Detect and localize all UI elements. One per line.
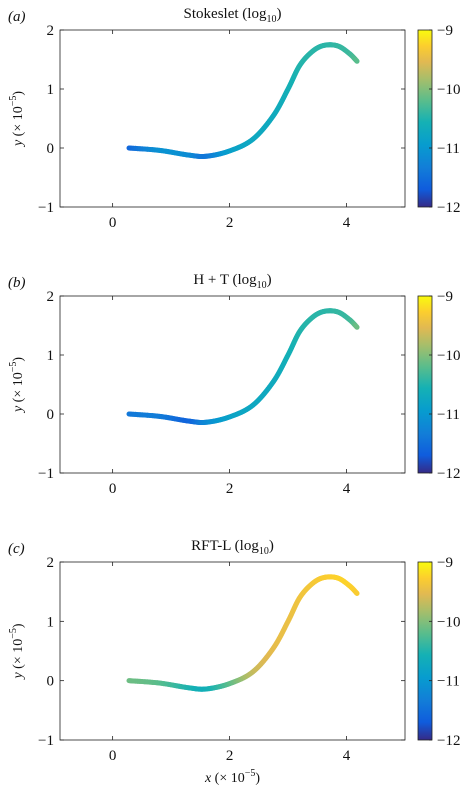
y-tick-label: −1 <box>38 200 54 216</box>
colorbar: −12 −11 −10 −9 <box>417 23 460 216</box>
y-tick-label: −1 <box>38 466 54 482</box>
y-axis-label-sup: −5 <box>8 362 19 373</box>
y-tick-label: 2 <box>47 289 55 305</box>
x-tick-label: 2 <box>226 748 234 764</box>
x-tick-label: 0 <box>109 748 117 764</box>
y-axis-label-sup: −5 <box>8 628 19 639</box>
colorbar-gradient <box>417 29 433 208</box>
y-axis-label-var: y <box>11 405 26 414</box>
panel-label: (a) <box>8 9 26 25</box>
colorbar-tick-label: −11 <box>437 674 460 690</box>
y-tick-label: 1 <box>47 348 55 364</box>
title-close: ) <box>267 272 272 288</box>
colorbar-tick-label: −9 <box>437 555 453 571</box>
colorbar-tick-label: −10 <box>437 614 460 630</box>
colorbar: −12 −11 −10 −9 <box>417 555 460 749</box>
y-axis-label-mid: (× 10 <box>11 106 26 140</box>
y-axis-label-var: y <box>11 139 26 148</box>
x-tick-label: 4 <box>343 748 351 764</box>
chart-title: RFT-L (log10) <box>191 538 274 557</box>
title-subscript: 10 <box>257 280 267 291</box>
y-tick-label: 1 <box>47 614 55 630</box>
y-axis-label-mid: (× 10 <box>11 639 26 673</box>
x-tick-label: 4 <box>343 481 351 497</box>
y-tick-label: 0 <box>47 674 55 690</box>
y-axis-label-close: ) <box>11 623 26 628</box>
x-axis-label-close: ) <box>255 771 260 786</box>
y-axis-label-close: ) <box>11 357 26 362</box>
y-tick-label: 2 <box>47 555 55 571</box>
title-close: ) <box>269 538 274 554</box>
y-axis-label: y (× 10−5) <box>8 357 26 414</box>
x-tick-label: 0 <box>109 215 117 231</box>
colorbar-tick-label: −12 <box>437 466 460 482</box>
x-axis-label-var: x <box>204 771 212 786</box>
axes-box <box>59 561 406 741</box>
chart-title: H + T (log10) <box>193 272 271 291</box>
colorbar: −12 −11 −10 −9 <box>417 289 460 482</box>
x-tick-label: 0 <box>109 481 117 497</box>
y-axis-label-sup: −5 <box>8 96 19 107</box>
x-axis-label: x (× 10−5) <box>204 768 260 786</box>
colorbar-gradient <box>417 561 433 741</box>
colorbar-tick-label: −12 <box>437 733 460 749</box>
y-axis-label: y (× 10−5) <box>8 91 26 148</box>
y-tick-label: 1 <box>47 82 55 98</box>
y-axis-label-close: ) <box>11 91 26 96</box>
colorbar-tick-label: −9 <box>437 23 453 39</box>
title-main: H + T (log <box>193 272 257 288</box>
colorbar-tick-label: −10 <box>437 82 460 98</box>
y-axis-label: y (× 10−5) <box>8 623 26 680</box>
y-axis-label-var: y <box>11 672 26 681</box>
title-main: Stokeslet (log <box>184 6 267 22</box>
title-subscript: 10 <box>259 546 269 557</box>
colorbar-gradient <box>417 295 433 474</box>
chart-title: Stokeslet (log10) <box>184 6 282 25</box>
x-axis-label-sup: −5 <box>245 768 256 779</box>
title-close: ) <box>276 6 281 22</box>
data-curve <box>126 574 360 692</box>
data-curve <box>126 42 360 159</box>
x-tick-label: 2 <box>226 215 234 231</box>
y-tick-label: −1 <box>38 733 54 749</box>
y-tick-label: 0 <box>47 407 55 423</box>
x-axis-label-mid: (× 10 <box>211 771 245 786</box>
colorbar-tick-label: −9 <box>437 289 453 305</box>
title-subscript: 10 <box>266 14 276 25</box>
y-axis-label-mid: (× 10 <box>11 372 26 406</box>
data-curve <box>126 308 360 425</box>
colorbar-tick-label: −11 <box>437 141 460 157</box>
y-tick-label: 2 <box>47 23 55 39</box>
colorbar-tick-label: −12 <box>437 200 460 216</box>
x-tick-label: 2 <box>226 481 234 497</box>
panel-label: (c) <box>8 541 25 557</box>
colorbar-tick-label: −10 <box>437 348 460 364</box>
title-main: RFT-L (log <box>191 538 259 554</box>
y-tick-label: 0 <box>47 141 55 157</box>
axes-box <box>59 29 406 208</box>
panel-label: (b) <box>8 275 26 291</box>
colorbar-tick-label: −11 <box>437 407 460 423</box>
axes-box <box>59 295 406 474</box>
x-tick-label: 4 <box>343 215 351 231</box>
